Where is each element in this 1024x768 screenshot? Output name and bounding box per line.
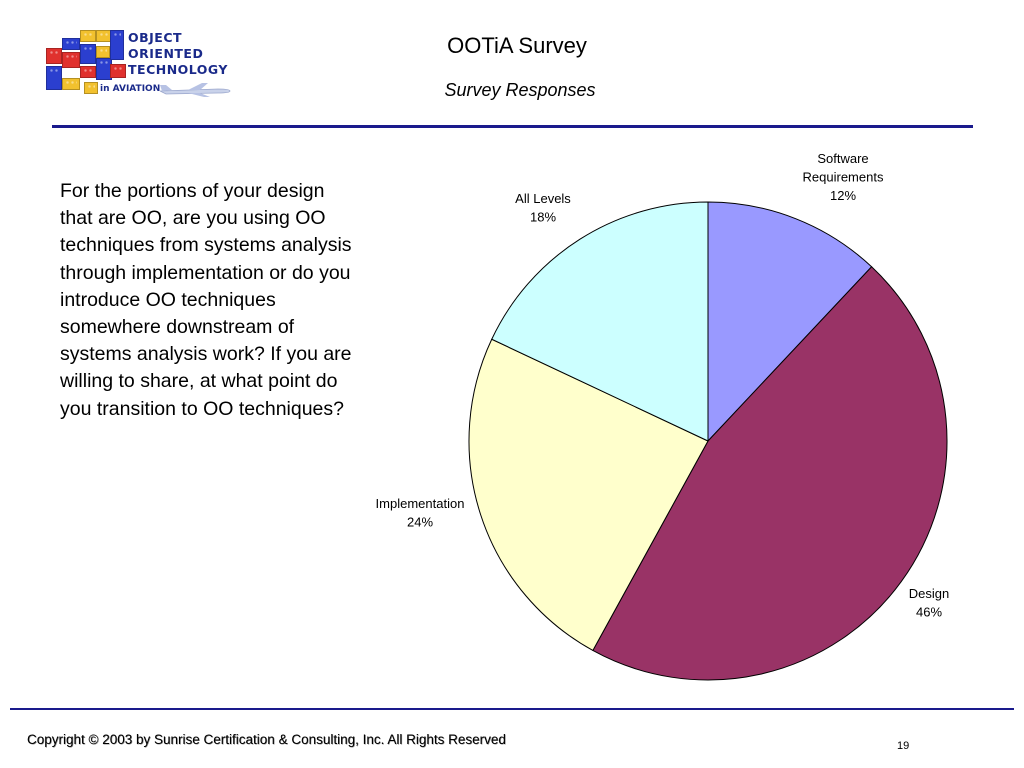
slide-title: OOTiA Survey [447, 33, 587, 58]
copyright-notice: Copyright © 2003 by Sunrise Certificatio… [27, 732, 506, 747]
pie-slice-all-levels [491, 201, 709, 442]
lego-blocks-graphic [46, 28, 126, 98]
page-number: 19 [897, 740, 910, 752]
pie-slice-software-requirements [707, 201, 873, 443]
slide-subtitle: Survey Responses [444, 80, 596, 100]
slice-label-design: Design 46% [909, 586, 949, 620]
logo-line-2: ORIENTED [128, 46, 204, 61]
pie-slice-implementation [468, 338, 709, 652]
airplane-icon [159, 83, 231, 97]
pie-slice-design [592, 266, 948, 681]
ootia-logo: OBJECT ORIENTED TECHNOLOGY in AVIATION [46, 28, 232, 100]
logo-line-1: OBJECT [128, 30, 183, 45]
slice-label-software-requirements: Software Requirements 12% [803, 151, 884, 203]
slice-label-implementation: Implementation 24% [376, 496, 465, 530]
logo-subtitle: in AVIATION [100, 84, 161, 94]
slice-label-all-levels: All Levels 18% [515, 191, 571, 225]
header-divider [52, 125, 973, 128]
footer-divider [10, 708, 1014, 710]
logo-line-3: TECHNOLOGY [128, 62, 228, 77]
logo-wordmark: OBJECT ORIENTED TECHNOLOGY [128, 30, 228, 78]
survey-question: For the portions of your design that are… [60, 180, 352, 420]
